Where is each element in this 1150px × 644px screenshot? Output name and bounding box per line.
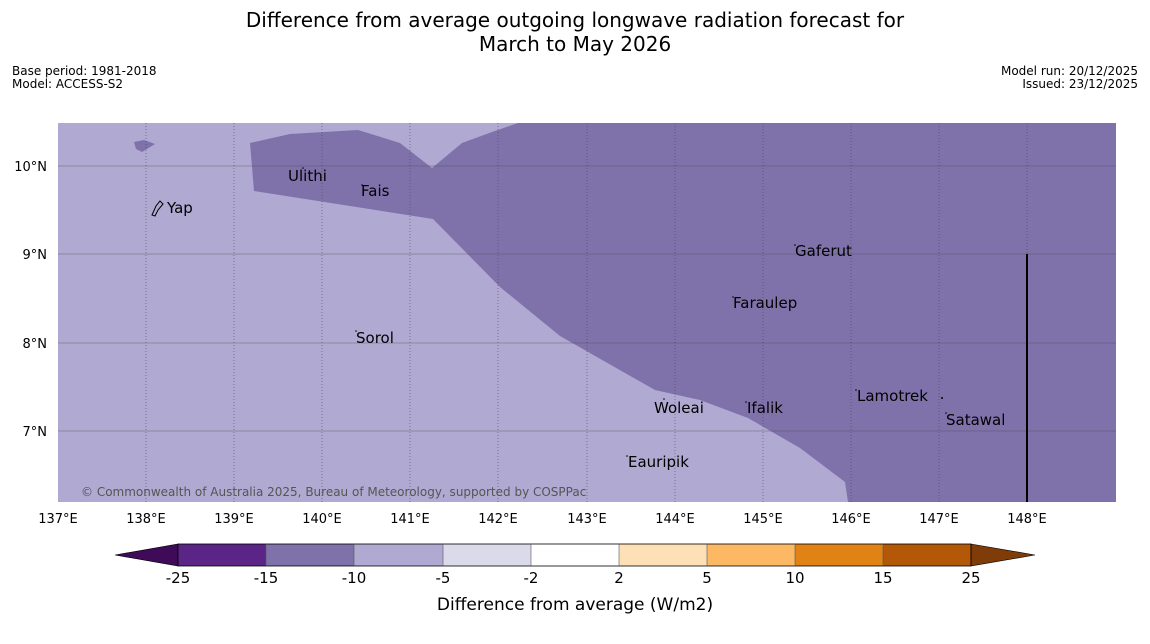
place-label-gaferut: Gaferut bbox=[795, 242, 852, 260]
lon-label: 145°E bbox=[743, 512, 783, 527]
colorbar-tick: 15 bbox=[873, 569, 892, 587]
lon-label: 147°E bbox=[919, 512, 959, 527]
anomaly-region-east bbox=[250, 123, 1116, 502]
colorbar-segment bbox=[531, 544, 619, 566]
issued-date: Issued: 23/12/2025 bbox=[1022, 77, 1138, 91]
model-name: Model: ACCESS-S2 bbox=[12, 77, 124, 91]
place-markers bbox=[302, 167, 947, 457]
lat-label: 10°N bbox=[14, 160, 47, 175]
lon-label: 148°E bbox=[1007, 512, 1047, 527]
lat-label: 7°N bbox=[23, 425, 48, 440]
place-label-lamotrek: Lamotrek bbox=[857, 387, 928, 405]
colorbar-segment bbox=[619, 544, 707, 566]
lon-label: 146°E bbox=[831, 512, 871, 527]
lon-label: 142°E bbox=[478, 512, 518, 527]
colorbar-segment bbox=[354, 544, 443, 566]
place-label-yap: Yap bbox=[166, 199, 193, 217]
place-label-ulithi: Ulithi bbox=[288, 167, 327, 185]
place-label-woleai: Woleai bbox=[654, 399, 704, 417]
latitude-labels: 10°N 9°N 8°N 7°N bbox=[14, 160, 47, 440]
longitude-labels: 137°E 138°E 139°E 140°E 141°E 142°E 143°… bbox=[38, 512, 1047, 527]
colorbar: -25 -15 -10 -5 -2 2 5 10 15 25 Differenc… bbox=[114, 543, 1036, 615]
lon-label: 139°E bbox=[214, 512, 254, 527]
colorbar-extend-low bbox=[114, 543, 179, 567]
copyright-notice: © Commonwealth of Australia 2025, Bureau… bbox=[81, 485, 586, 499]
colorbar-segment bbox=[178, 544, 266, 566]
place-label-ifalik: Ifalik bbox=[747, 399, 783, 417]
colorbar-tick: -5 bbox=[436, 569, 451, 587]
colorbar-tick: -2 bbox=[524, 569, 539, 587]
colorbar-tick: 10 bbox=[785, 569, 804, 587]
colorbar-outline bbox=[177, 543, 972, 567]
place-label-eauripik: Eauripik bbox=[628, 453, 689, 471]
colorbar-extend-high bbox=[970, 543, 1036, 567]
lat-label: 9°N bbox=[23, 248, 48, 263]
yap-island-shape bbox=[151, 200, 164, 217]
colorbar-segment bbox=[443, 544, 531, 566]
colorbar-segment bbox=[266, 544, 354, 566]
lon-label: 138°E bbox=[126, 512, 166, 527]
base-period: Base period: 1981-2018 bbox=[12, 64, 157, 78]
place-label-fais: Fais bbox=[361, 182, 390, 200]
place-label-satawal: Satawal bbox=[946, 411, 1005, 429]
map-title: Difference from average outgoing longwav… bbox=[0, 8, 1150, 56]
title-line-2: March to May 2026 bbox=[478, 32, 672, 56]
place-label-sorol: Sorol bbox=[356, 329, 394, 347]
meta-left: Base period: 1981-2018 Model: ACCESS-S2 bbox=[12, 65, 157, 91]
latitude-gridlines bbox=[58, 165, 1116, 432]
lon-label: 143°E bbox=[567, 512, 607, 527]
lat-label: 8°N bbox=[23, 337, 48, 352]
colorbar-segment bbox=[883, 544, 971, 566]
colorbar-tick: -15 bbox=[254, 569, 279, 587]
meta-right: Model run: 20/12/2025 Issued: 23/12/2025 bbox=[1001, 65, 1138, 91]
anomaly-patch-northwest bbox=[134, 140, 155, 152]
colorbar-tick: 2 bbox=[614, 569, 624, 587]
colorbar-tick: -25 bbox=[166, 569, 191, 587]
colorbar-tick: 25 bbox=[961, 569, 980, 587]
colorbar-segment bbox=[795, 544, 883, 566]
lon-label: 141°E bbox=[390, 512, 430, 527]
lon-label: 137°E bbox=[38, 512, 78, 527]
colorbar-tick: -10 bbox=[342, 569, 367, 587]
lon-label: 144°E bbox=[655, 512, 695, 527]
colorbar-segment bbox=[707, 544, 795, 566]
colorbar-title: Difference from average (W/m2) bbox=[437, 595, 713, 615]
place-label-faraulep: Faraulep bbox=[733, 294, 797, 312]
model-run: Model run: 20/12/2025 bbox=[1000, 64, 1138, 78]
title-line-1: Difference from average outgoing longwav… bbox=[245, 8, 905, 32]
colorbar-tick: 5 bbox=[702, 569, 712, 587]
lon-label: 140°E bbox=[302, 512, 342, 527]
